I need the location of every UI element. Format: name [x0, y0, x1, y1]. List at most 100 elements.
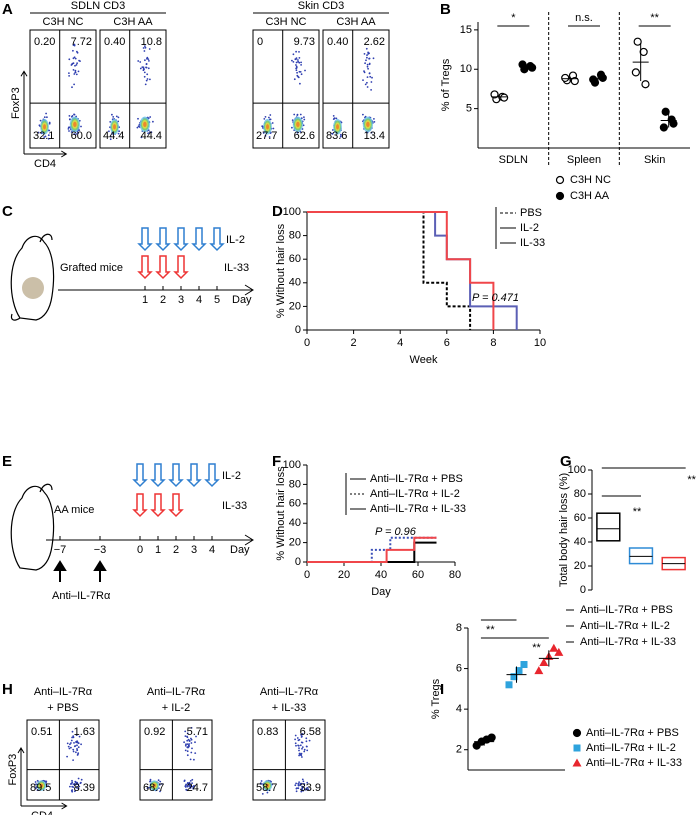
flow-event: [109, 121, 112, 123]
flow-density: [296, 121, 300, 128]
flow-event: [34, 781, 37, 783]
flow-event: [362, 113, 364, 116]
flow-event: [300, 73, 303, 76]
flow-event: [67, 127, 70, 130]
label: Anti–IL-7Rα + PBS: [586, 727, 679, 739]
flow-frame: [322, 29, 390, 149]
flow-event: [300, 790, 303, 793]
label: P = 0.471: [472, 292, 519, 304]
flow-event: [72, 750, 75, 753]
label: 0.20: [34, 36, 55, 48]
flow-event: [75, 751, 77, 754]
flow-event: [340, 133, 342, 136]
flow-event: [45, 781, 47, 784]
treatment-arrow: [186, 463, 202, 488]
flow-event: [301, 746, 304, 748]
flow-event: [366, 86, 369, 88]
flow-event: [333, 117, 336, 119]
flow-event: [298, 754, 300, 757]
survival-line: [307, 536, 437, 563]
point: [515, 667, 523, 675]
flow-event: [299, 744, 302, 747]
flow-event: [184, 785, 187, 788]
survival-line: [307, 211, 495, 330]
flow-event: [188, 781, 191, 784]
label: **: [486, 624, 495, 636]
flow-density: [366, 121, 370, 128]
panel-label: C: [2, 203, 13, 220]
flow-event: [74, 745, 77, 747]
label: C3H NC: [266, 16, 307, 28]
flow-event: [186, 750, 189, 753]
flow-event: [143, 50, 146, 52]
flow-event: [72, 69, 75, 71]
flow-event: [368, 52, 370, 55]
flow-event: [188, 743, 191, 745]
flow-event: [72, 759, 74, 761]
label: 8.39: [74, 782, 95, 794]
y-tick-label: 20: [289, 300, 301, 312]
treatment-arrow: [132, 463, 148, 488]
point: [490, 90, 499, 99]
flow-event: [269, 118, 272, 121]
flow-event: [365, 47, 368, 50]
flow-event: [292, 53, 295, 56]
flow-event: [306, 749, 309, 752]
label: 44.4: [103, 130, 124, 142]
flow-event: [298, 70, 301, 73]
flow-event: [332, 115, 335, 117]
y-tick-label: 80: [574, 488, 586, 500]
label: + IL-33: [272, 702, 307, 714]
panel-label: D: [272, 203, 283, 220]
x-tick-label: 80: [449, 569, 461, 581]
point: [505, 681, 513, 689]
flow-density: [113, 124, 117, 130]
flow-event: [77, 742, 80, 745]
flow-event: [47, 134, 50, 137]
label: 32.1: [33, 130, 54, 142]
flow-event: [302, 780, 305, 783]
label: Anti–IL-7Rα: [52, 590, 111, 602]
flow-event: [295, 744, 297, 747]
flow-event: [72, 748, 75, 751]
flow-event: [272, 127, 275, 130]
flow-event: [80, 125, 82, 128]
y-tick-label: 2: [456, 744, 462, 756]
label: Anti–IL-7Rα + PBS: [580, 604, 673, 616]
flow-event: [299, 113, 302, 116]
panel-label: G: [560, 453, 572, 470]
flow-event: [299, 784, 302, 786]
flow-event: [143, 75, 146, 78]
flow-event: [195, 735, 197, 738]
flow-event: [293, 113, 296, 116]
box: [596, 512, 621, 542]
flow-event: [301, 756, 303, 758]
flow-event: [44, 135, 47, 138]
treatment-arrow: [155, 227, 171, 252]
label: Anti–IL-7Rα + IL-2: [370, 488, 460, 500]
label: Day: [232, 294, 252, 306]
point: [598, 73, 607, 83]
y-tick-label: 4: [456, 703, 462, 715]
flow-event: [192, 786, 195, 789]
flow-event: [363, 71, 366, 74]
flow-event: [306, 745, 308, 748]
label: 2: [160, 294, 166, 306]
flow-event: [366, 65, 369, 68]
flow-event: [366, 76, 369, 78]
flow-frame: [99, 29, 167, 149]
treatment-arrow: [132, 493, 148, 518]
flow-event: [297, 744, 299, 747]
flow-event: [298, 749, 300, 752]
flow-event: [39, 119, 42, 122]
flow-event: [370, 81, 373, 83]
flow-event: [262, 132, 265, 134]
flow-event: [264, 116, 267, 118]
flow-event: [68, 130, 70, 132]
flow-event: [146, 73, 149, 76]
flow-event: [367, 67, 369, 70]
label: 3: [191, 544, 197, 556]
flow-event: [300, 782, 303, 785]
label: 60.0: [71, 130, 92, 142]
flow-event: [184, 735, 187, 737]
